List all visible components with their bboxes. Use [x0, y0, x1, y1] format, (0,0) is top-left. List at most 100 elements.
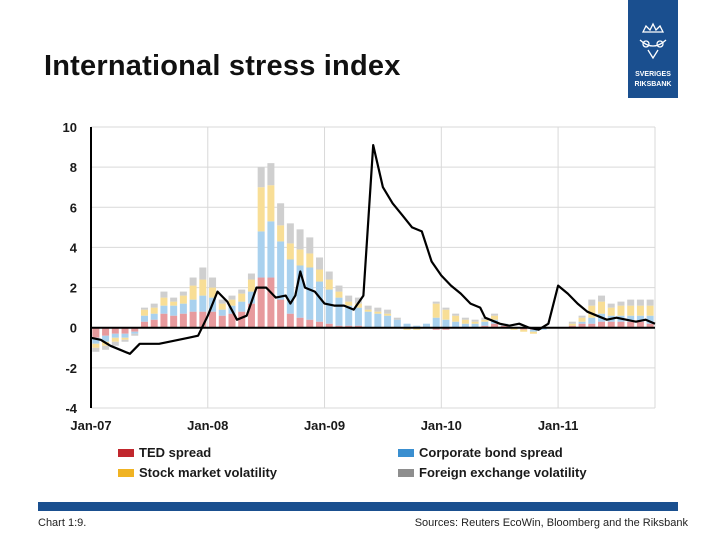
bar-corp	[199, 295, 207, 312]
bar-stock	[364, 309, 372, 312]
bar-fx	[471, 319, 479, 322]
bar-stock	[481, 319, 489, 322]
bar-fx	[218, 299, 226, 304]
bar-corp	[539, 327, 547, 330]
legend-fx: Foreign exchange volatility	[398, 465, 587, 480]
bar-corp	[247, 291, 255, 304]
bar-ted	[607, 321, 615, 328]
bar-fx	[607, 303, 615, 308]
bar-corp	[189, 299, 197, 312]
bar-stock	[617, 305, 625, 316]
bar-fx	[140, 307, 148, 310]
bar-stock	[189, 285, 197, 300]
bar-ted	[617, 321, 625, 328]
bar-stock	[170, 301, 178, 306]
bar-corp	[92, 337, 100, 344]
y-tick-label: 10	[63, 120, 77, 135]
bar-ted	[354, 325, 362, 328]
bar-stock	[588, 305, 596, 318]
bar-stock	[374, 311, 382, 314]
bar-ted	[286, 313, 294, 328]
bar-fx	[345, 295, 353, 302]
bar-ted	[598, 321, 606, 328]
bar-stock	[199, 279, 207, 296]
bar-ted	[481, 325, 489, 328]
bar-corp	[646, 315, 654, 324]
y-tick-label: -4	[65, 401, 77, 416]
bar-stock	[471, 321, 479, 324]
bar-fx	[364, 305, 372, 310]
bar-stock	[218, 303, 226, 310]
bar-corp	[588, 317, 596, 324]
bar-fx	[588, 299, 596, 306]
bar-corp	[296, 265, 304, 318]
y-tick-label: 0	[70, 321, 77, 336]
bar-fx	[491, 313, 499, 316]
bar-fx	[238, 289, 246, 294]
bar-corp	[471, 323, 479, 328]
bar-ted	[247, 303, 255, 328]
bar-stock	[646, 305, 654, 316]
bar-ted	[588, 323, 596, 328]
bar-fx	[617, 301, 625, 306]
bar-ted	[257, 277, 265, 328]
bar-fx	[170, 297, 178, 302]
bar-ted	[170, 315, 178, 328]
bar-fx	[199, 267, 207, 280]
bar-corp	[374, 313, 382, 328]
logo-text-2: RIKSBANK	[635, 81, 672, 88]
bar-corp	[121, 333, 129, 338]
bar-fx	[325, 271, 333, 280]
bar-fx	[598, 295, 606, 302]
bar-ted	[500, 325, 508, 328]
bar-stock	[636, 305, 644, 316]
legend-ted: TED spread	[118, 445, 211, 460]
bar-fx	[150, 303, 158, 308]
series-line-total	[90, 144, 656, 355]
bar-corp	[481, 321, 489, 326]
bar-ted	[131, 327, 139, 332]
bar-stock	[179, 295, 187, 304]
x-tick-label: Jan-11	[538, 418, 578, 433]
bar-corp	[422, 323, 430, 328]
bar-fx	[335, 285, 343, 292]
bar-ted	[199, 311, 207, 328]
bar-fx	[646, 299, 654, 306]
bar-fx	[277, 203, 285, 226]
bar-corp	[179, 303, 187, 314]
bar-corp	[364, 311, 372, 328]
bar-ted	[345, 325, 353, 328]
riksbank-logo: SVERIGES RIKSBANK	[628, 0, 678, 98]
bar-stock	[306, 253, 314, 268]
bar-ted	[179, 313, 187, 328]
bar-stock	[491, 315, 499, 320]
bar-corp	[384, 315, 392, 328]
legend-label-ted: TED spread	[139, 445, 212, 460]
bar-fx	[247, 273, 255, 280]
bar-corp	[111, 333, 119, 338]
bar-corp	[131, 331, 139, 334]
bar-corp	[325, 289, 333, 324]
page-title: International stress index	[44, 50, 401, 82]
legend-swatch-ted	[118, 448, 134, 457]
bar-fx	[636, 299, 644, 306]
bar-fx	[442, 307, 450, 310]
bar-corp	[267, 221, 275, 278]
y-tick-label: 8	[70, 160, 77, 175]
bar-stock	[384, 313, 392, 316]
bar-corp	[442, 319, 450, 328]
bar-fx	[267, 163, 275, 186]
bar-corp	[218, 309, 226, 316]
bar-stock	[607, 307, 615, 316]
y-tick-label: 2	[70, 281, 77, 296]
bar-fx	[578, 315, 586, 318]
bar-ted	[442, 327, 450, 330]
bar-ted	[296, 317, 304, 328]
bar-ted	[111, 327, 119, 334]
bar-corp	[432, 317, 440, 328]
bar-stock	[140, 309, 148, 316]
bar-corp	[452, 321, 460, 328]
bar-fx	[92, 347, 100, 352]
bar-stock	[442, 309, 450, 320]
bar-corp	[277, 241, 285, 300]
